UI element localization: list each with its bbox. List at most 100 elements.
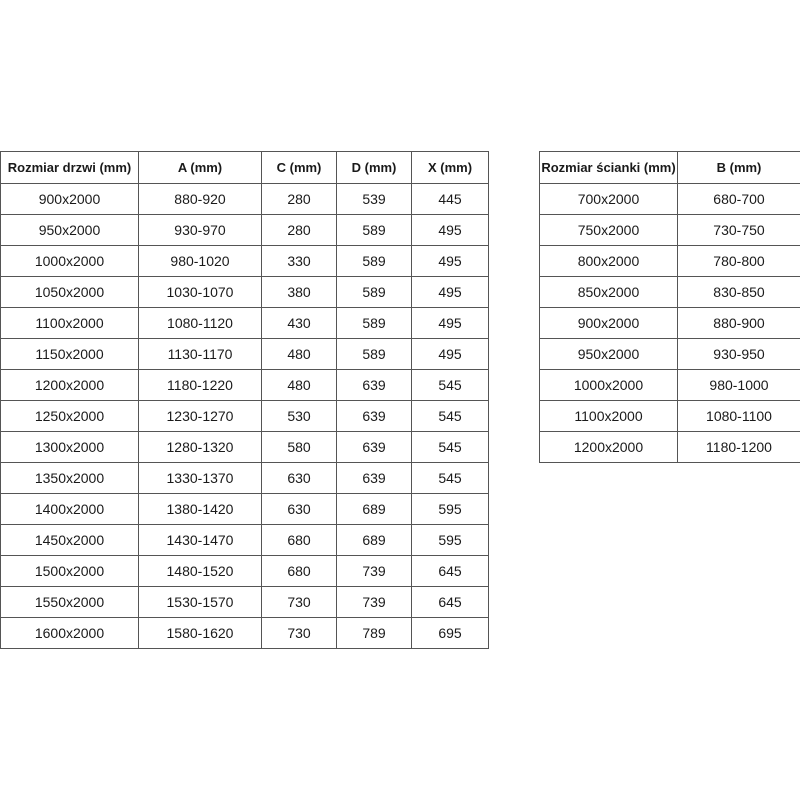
table-cell: 680 <box>261 524 337 556</box>
table-cell: 1080-1120 <box>138 307 262 339</box>
table-cell: 430 <box>261 307 337 339</box>
table-cell: 1080-1100 <box>677 400 800 432</box>
table-row: 1050x2000 1030-1070 380 589 495 <box>0 276 489 308</box>
table-cell: 380 <box>261 276 337 308</box>
table-cell: 639 <box>336 431 412 463</box>
table-cell: 480 <box>261 369 337 401</box>
table-row: 1200x2000 1180-1200 <box>539 431 800 463</box>
table-cell: 545 <box>411 462 489 494</box>
table-row: 1300x2000 1280-1320 580 639 545 <box>0 431 489 463</box>
table-cell: 1400x2000 <box>0 493 139 525</box>
table-cell: 589 <box>336 338 412 370</box>
column-header: D (mm) <box>336 151 412 184</box>
table-cell: 330 <box>261 245 337 277</box>
table-cell: 645 <box>411 586 489 618</box>
table-row: 1400x2000 1380-1420 630 689 595 <box>0 493 489 525</box>
table-cell: 480 <box>261 338 337 370</box>
table-cell: 495 <box>411 338 489 370</box>
table-row: 1600x2000 1580-1620 730 789 695 <box>0 617 489 649</box>
table-row: 1000x2000 980-1020 330 589 495 <box>0 245 489 277</box>
table-cell: 1000x2000 <box>539 369 678 401</box>
table-cell: 980-1020 <box>138 245 262 277</box>
table-row: 950x2000 930-950 <box>539 338 800 370</box>
table-cell: 495 <box>411 307 489 339</box>
table-row: 1100x2000 1080-1100 <box>539 400 800 432</box>
table-row: 950x2000 930-970 280 589 495 <box>0 214 489 246</box>
column-header: X (mm) <box>411 151 489 184</box>
table-row: 1500x2000 1480-1520 680 739 645 <box>0 555 489 587</box>
table-cell: 900x2000 <box>539 307 678 339</box>
table-cell: 980-1000 <box>677 369 800 401</box>
column-header: C (mm) <box>261 151 337 184</box>
table-cell: 530 <box>261 400 337 432</box>
table-cell: 495 <box>411 245 489 277</box>
table-row: 1450x2000 1430-1470 680 689 595 <box>0 524 489 556</box>
table-cell: 739 <box>336 586 412 618</box>
table-cell: 880-900 <box>677 307 800 339</box>
table-row: 1250x2000 1230-1270 530 639 545 <box>0 400 489 432</box>
table-cell: 495 <box>411 214 489 246</box>
table-cell: 789 <box>336 617 412 649</box>
table-cell: 800x2000 <box>539 245 678 277</box>
table-cell: 280 <box>261 183 337 215</box>
table-row: 900x2000 880-900 <box>539 307 800 339</box>
table-row: 1150x2000 1130-1170 480 589 495 <box>0 338 489 370</box>
table-cell: 630 <box>261 493 337 525</box>
table-row: 750x2000 730-750 <box>539 214 800 246</box>
table-row: 1550x2000 1530-1570 730 739 645 <box>0 586 489 618</box>
table-row: 700x2000 680-700 <box>539 183 800 215</box>
table-cell: 950x2000 <box>0 214 139 246</box>
table-cell: 1380-1420 <box>138 493 262 525</box>
door-size-table: Rozmiar drzwi (mm) A (mm) C (mm) D (mm) X (m… <box>0 151 489 649</box>
table-cell: 539 <box>336 183 412 215</box>
table-cell: 645 <box>411 555 489 587</box>
table-cell: 1530-1570 <box>138 586 262 618</box>
table-cell: 1330-1370 <box>138 462 262 494</box>
table-cell: 1550x2000 <box>0 586 139 618</box>
table-cell: 1450x2000 <box>0 524 139 556</box>
table-cell: 830-850 <box>677 276 800 308</box>
table-cell: 1500x2000 <box>0 555 139 587</box>
table-cell: 1050x2000 <box>0 276 139 308</box>
table-row: 1200x2000 1180-1220 480 639 545 <box>0 369 489 401</box>
table-cell: 880-920 <box>138 183 262 215</box>
table-row: 1000x2000 980-1000 <box>539 369 800 401</box>
table-cell: 680-700 <box>677 183 800 215</box>
table-cell: 545 <box>411 431 489 463</box>
table-cell: 1100x2000 <box>0 307 139 339</box>
table-cell: 1130-1170 <box>138 338 262 370</box>
table-header-row: Rozmiar ścianki (mm) B (mm) <box>539 151 800 184</box>
table-cell: 739 <box>336 555 412 587</box>
table-cell: 950x2000 <box>539 338 678 370</box>
table-cell: 1180-1200 <box>677 431 800 463</box>
table-cell: 850x2000 <box>539 276 678 308</box>
table-cell: 545 <box>411 369 489 401</box>
table-cell: 495 <box>411 276 489 308</box>
table-cell: 580 <box>261 431 337 463</box>
table-cell: 445 <box>411 183 489 215</box>
table-cell: 1580-1620 <box>138 617 262 649</box>
table-cell: 589 <box>336 214 412 246</box>
table-cell: 700x2000 <box>539 183 678 215</box>
table-cell: 1150x2000 <box>0 338 139 370</box>
table-cell: 589 <box>336 245 412 277</box>
table-cell: 1300x2000 <box>0 431 139 463</box>
table-cell: 1350x2000 <box>0 462 139 494</box>
table-cell: 730-750 <box>677 214 800 246</box>
column-header: B (mm) <box>677 151 800 184</box>
table-cell: 639 <box>336 400 412 432</box>
table-cell: 630 <box>261 462 337 494</box>
table-header-row: Rozmiar drzwi (mm) A (mm) C (mm) D (mm) X (m… <box>0 151 489 184</box>
table-cell: 1430-1470 <box>138 524 262 556</box>
table-row: 850x2000 830-850 <box>539 276 800 308</box>
table-row: 1100x2000 1080-1120 430 589 495 <box>0 307 489 339</box>
table-cell: 1100x2000 <box>539 400 678 432</box>
table-cell: 930-970 <box>138 214 262 246</box>
column-header: Rozmiar ścianki (mm) <box>539 151 678 184</box>
table-cell: 930-950 <box>677 338 800 370</box>
table-cell: 689 <box>336 524 412 556</box>
table-row: 800x2000 780-800 <box>539 245 800 277</box>
table-cell: 900x2000 <box>0 183 139 215</box>
table-row: 900x2000 880-920 280 539 445 <box>0 183 489 215</box>
table-cell: 589 <box>336 307 412 339</box>
